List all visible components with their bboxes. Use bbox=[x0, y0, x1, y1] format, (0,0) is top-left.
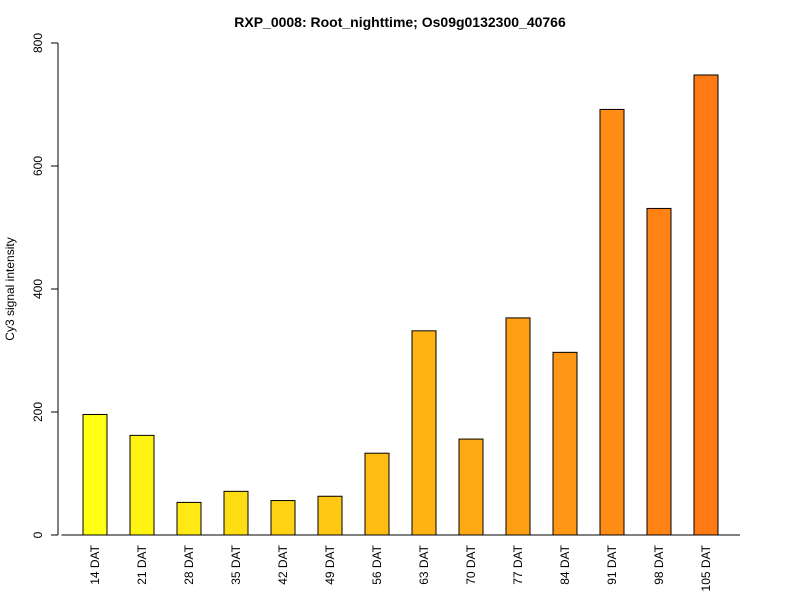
y-tick-label: 600 bbox=[31, 156, 45, 176]
bar-63-dat bbox=[411, 330, 437, 536]
x-tick-label: 35 DAT bbox=[229, 544, 243, 584]
bar-105-dat bbox=[693, 74, 719, 536]
chart-title: RXP_0008: Root_nighttime; Os09g0132300_4… bbox=[234, 14, 566, 30]
x-tick-label: 14 DAT bbox=[88, 544, 102, 584]
bar-42-dat bbox=[270, 500, 296, 536]
bar-14-dat bbox=[82, 413, 108, 536]
x-axis: 14 DAT 21 DAT 28 DAT 35 DAT 42 DAT 49 DAT 56 D… bbox=[61, 534, 740, 591]
x-tick-label: 91 DAT bbox=[605, 544, 619, 584]
x-tick-label: 42 DAT bbox=[276, 544, 290, 584]
bar-28-dat bbox=[176, 501, 202, 536]
bar-49-dat bbox=[317, 495, 343, 536]
bar-35-dat bbox=[223, 490, 249, 536]
bars-group bbox=[82, 74, 719, 536]
x-tick-label: 70 DAT bbox=[464, 544, 478, 584]
y-tick-label: 0 bbox=[31, 531, 45, 538]
x-tick-label: 56 DAT bbox=[370, 544, 384, 584]
x-tick-label: 98 DAT bbox=[652, 544, 666, 584]
y-tick-label: 200 bbox=[31, 402, 45, 422]
y-tick-label: 800 bbox=[31, 33, 45, 53]
x-tick-label: 21 DAT bbox=[135, 544, 149, 584]
y-axis: 0 200 400 600 800 bbox=[31, 33, 59, 538]
bar-21-dat bbox=[129, 434, 155, 536]
bar-98-dat bbox=[646, 207, 672, 536]
x-tick-label: 77 DAT bbox=[511, 544, 525, 584]
x-tick-label: 63 DAT bbox=[417, 544, 431, 584]
x-tick-label: 28 DAT bbox=[182, 544, 196, 584]
bar-70-dat bbox=[458, 438, 484, 536]
bar-77-dat bbox=[505, 317, 531, 536]
bar-91-dat bbox=[599, 108, 625, 536]
y-tick-label: 400 bbox=[31, 279, 45, 299]
bar-84-dat bbox=[552, 351, 578, 536]
bar-56-dat bbox=[364, 452, 390, 536]
x-tick-label: 84 DAT bbox=[558, 544, 572, 584]
x-tick-label: 49 DAT bbox=[323, 544, 337, 584]
x-tick-label: 105 DAT bbox=[699, 544, 713, 591]
y-axis-label: Cy3 signal intensity bbox=[3, 237, 17, 340]
